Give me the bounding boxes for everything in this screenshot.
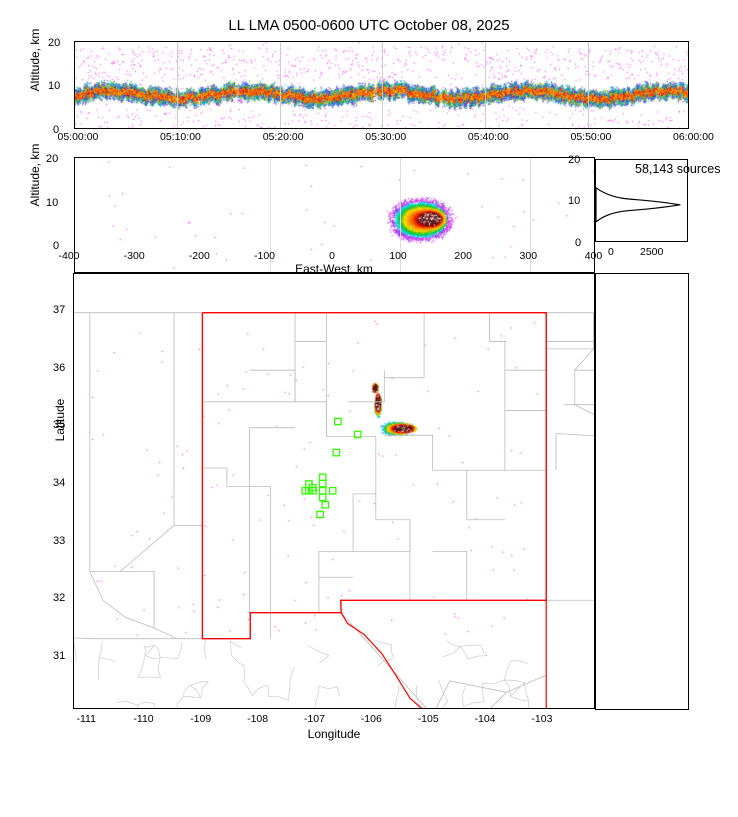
svg-text:Latitude: Latitude xyxy=(53,398,67,441)
svg-text:Altitude, km: Altitude, km xyxy=(28,144,42,207)
svg-text:Altitude, km: Altitude, km xyxy=(28,29,42,92)
